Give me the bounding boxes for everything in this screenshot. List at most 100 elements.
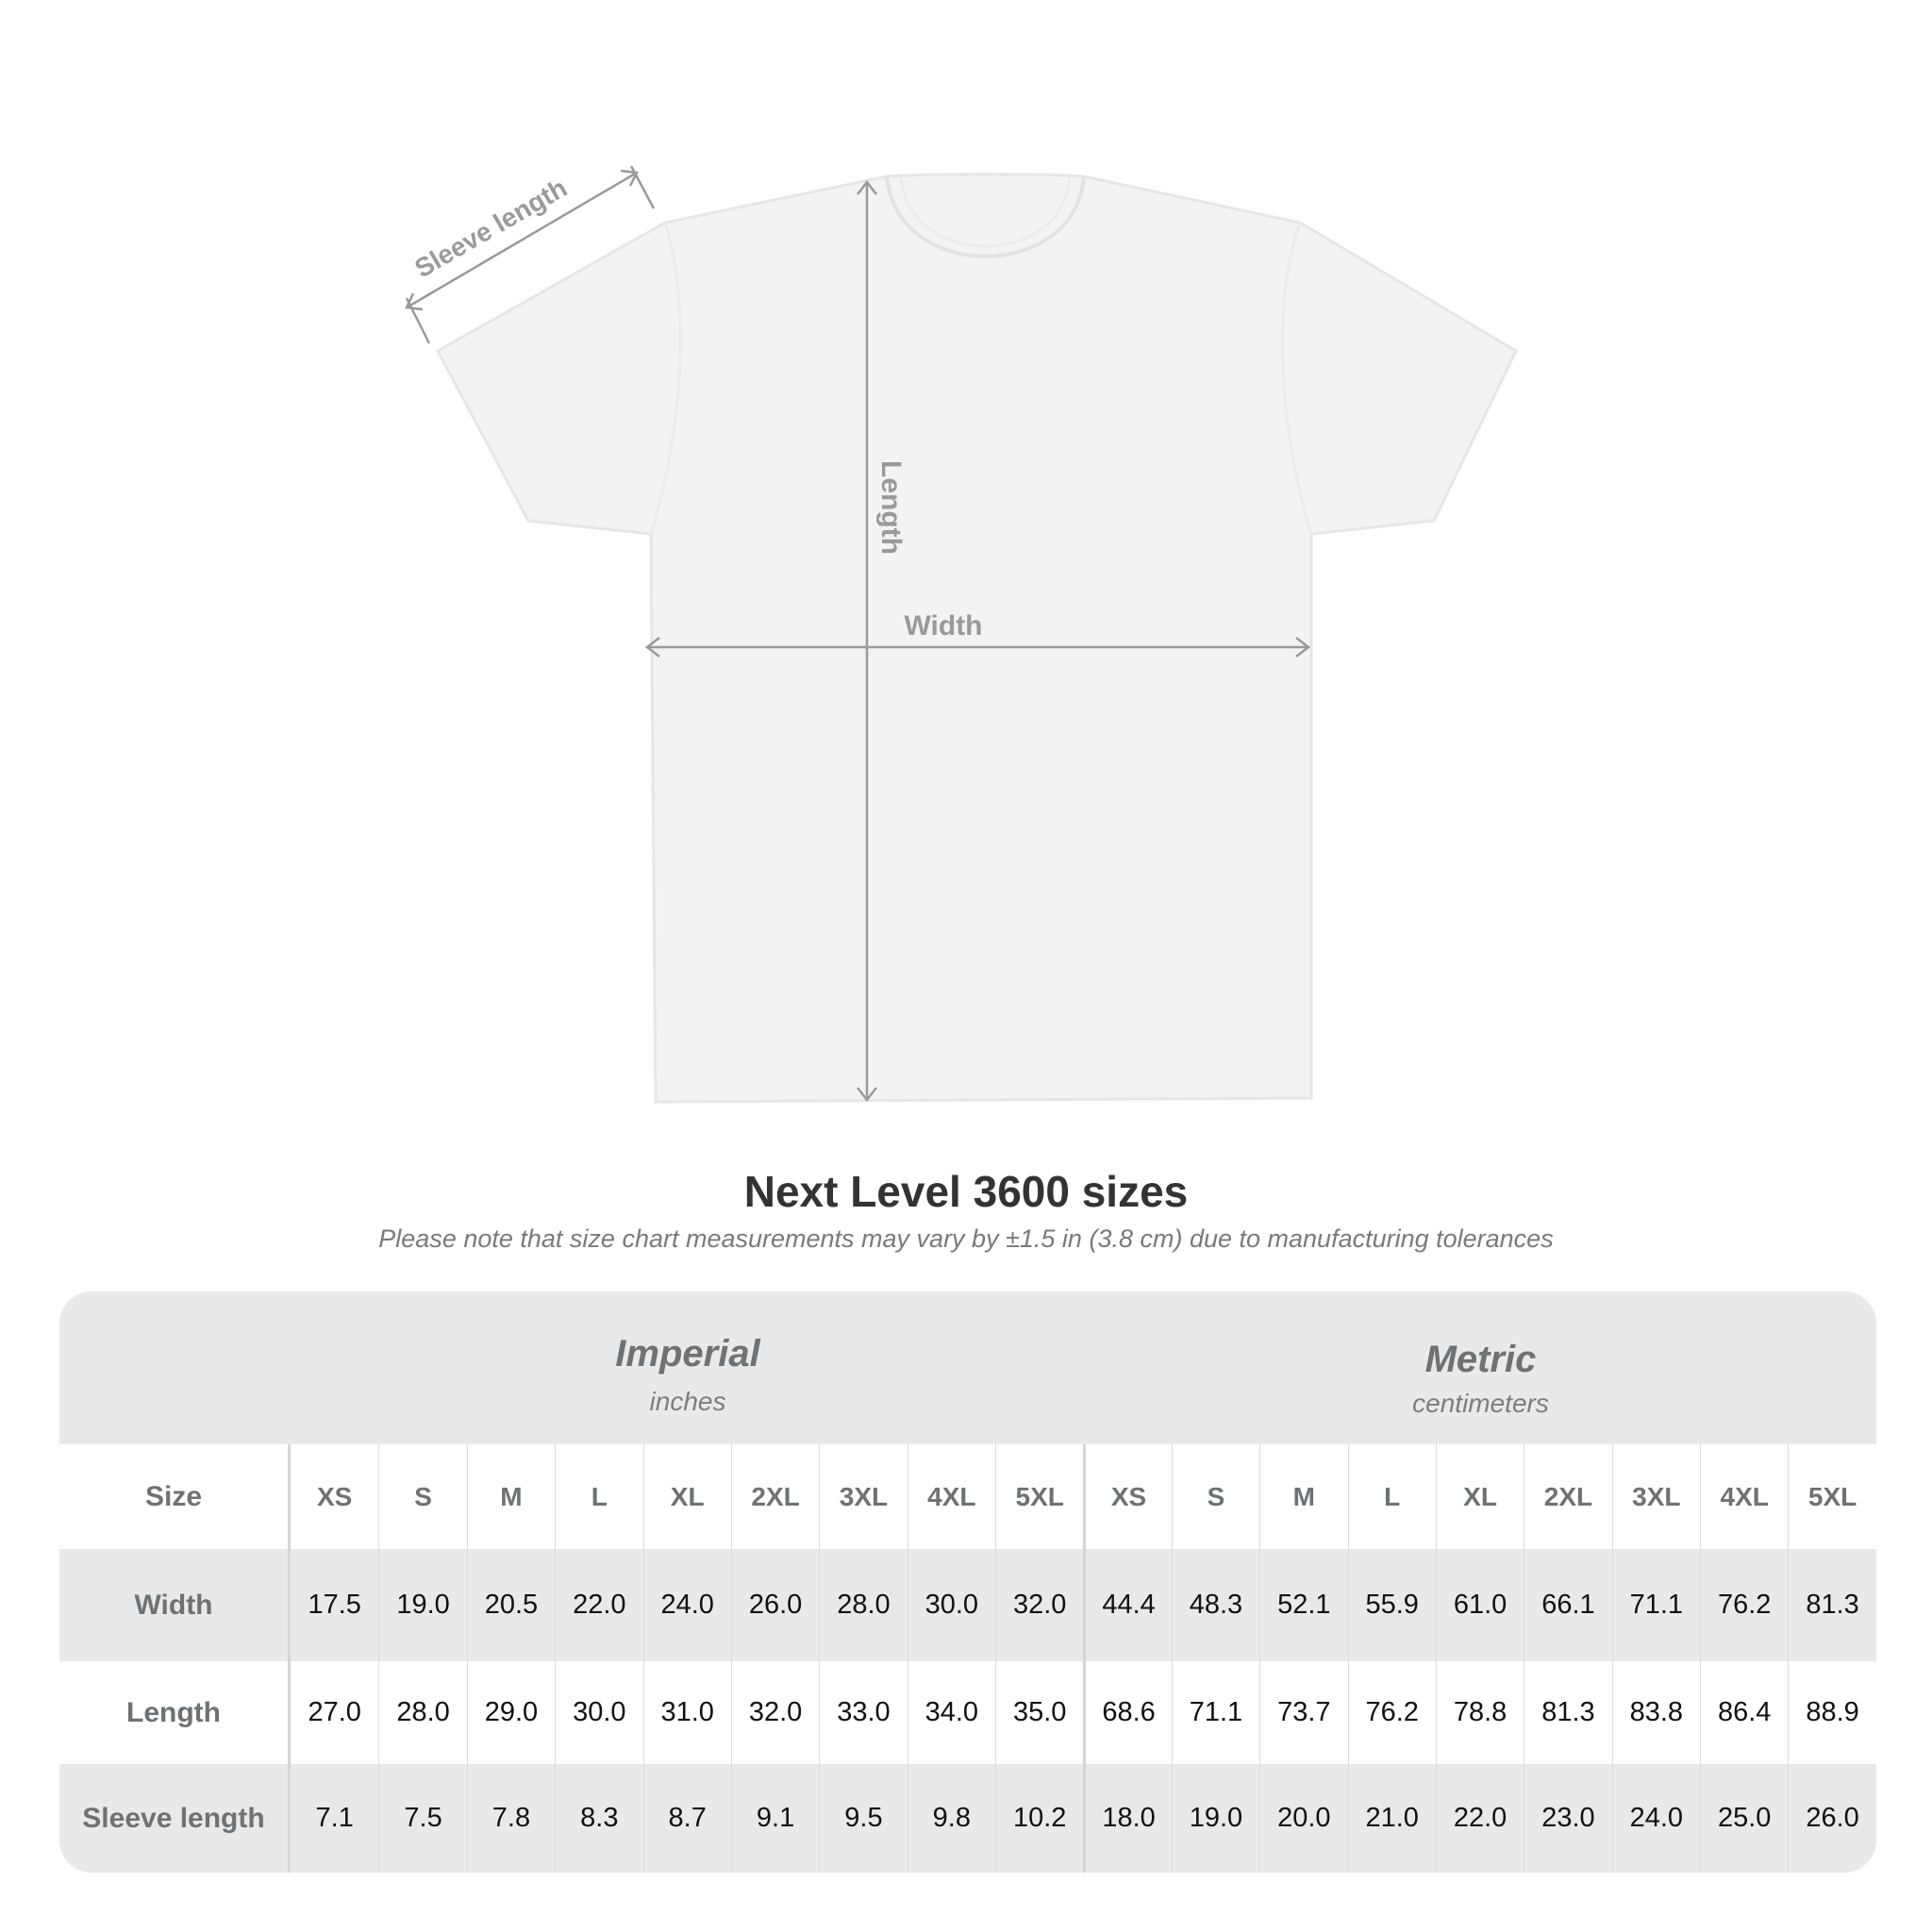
measurement-cell: 20.5 [466,1549,555,1661]
measurement-cell: 23.0 [1524,1764,1611,1873]
measurement-cell: 66.1 [1524,1549,1611,1661]
measurement-cell: 81.3 [1788,1549,1875,1661]
measurement-cell: 52.1 [1259,1549,1347,1661]
row-label: Width [59,1549,291,1661]
measurement-cell: 61.0 [1435,1549,1524,1661]
size-table: Imperial inches Metric centimeters Size X… [59,1291,1876,1873]
measurement-cell: 24.0 [1611,1764,1700,1873]
measurement-cell: 27.0 [308,1697,361,1727]
arrowhead-icon [644,637,660,658]
row-label: Length [59,1661,291,1764]
arrowhead-icon [857,179,877,195]
size-header-cell: 2XL [1524,1444,1611,1549]
size-header-cell: 3XL [1611,1444,1700,1549]
measurement-cell: 78.8 [1435,1661,1524,1764]
measurement-cell: 26.0 [1788,1764,1875,1873]
measurement-cell: 81.3 [1524,1661,1611,1764]
measurement-cell: 7.5 [378,1764,466,1873]
measurement-cell: 19.0 [378,1549,466,1661]
measurement-cell: 44.4 [1083,1549,1171,1661]
measurement-cell: 33.0 [819,1661,907,1764]
sleeve-length-label: Sleeve length [409,173,572,283]
measurement-cell: 34.0 [907,1661,995,1764]
measurement-cell: 48.3 [1171,1549,1259,1661]
measurement-cell: 26.0 [730,1549,819,1661]
measurement-cell: 24.0 [642,1549,731,1661]
length-label: Length [875,460,907,555]
size-header-cell: XS [317,1481,353,1511]
arrowhead-icon [620,169,639,187]
size-header-cell: 3XL [819,1444,907,1549]
metric-unit: centimeters [1412,1389,1549,1418]
table-row: Sleeve length 7.1 7.5 7.8 8.3 8.7 9.1 9.5 9.8 10.… [59,1764,1876,1873]
measurement-cell: 9.8 [907,1764,995,1873]
size-header-cell: 5XL [1788,1444,1875,1549]
arrowhead-icon [1295,637,1311,658]
measurement-cell: 22.0 [555,1549,642,1661]
tolerance-note: Please note that size chart measurements… [378,1224,1554,1253]
measurement-cell: 31.0 [642,1661,731,1764]
size-header-cell: M [1259,1444,1347,1549]
size-header-cell: 5XL [995,1444,1083,1549]
sleeve-measure-line [406,171,638,309]
measurement-cell: 86.4 [1700,1661,1788,1764]
size-header-row: Size XS S M L XL 2XL 3XL 4XL 5XL XS S M L XL 2XL 3XL 4XL 5… [59,1444,1876,1549]
measurement-cell: 7.8 [466,1764,555,1873]
imperial-label: Imperial [615,1333,760,1374]
measurement-cell: 30.0 [907,1549,995,1661]
page-title: Next Level 3600 sizes [743,1167,1189,1216]
imperial-unit: inches [649,1387,726,1416]
arrowhead-icon [857,1087,877,1103]
size-header-cell: XL [642,1444,731,1549]
size-header-cell: S [378,1444,466,1549]
arrowhead-icon [405,292,424,311]
metric-header: Metric centimeters [1085,1291,1876,1491]
size-header-cell: XS [1083,1444,1171,1549]
measurement-cell: 71.1 [1611,1549,1700,1661]
row-label: Size [59,1444,291,1549]
tshirt-illustration [435,173,1518,1104]
measurement-cell: 71.1 [1171,1661,1259,1764]
imperial-header: Imperial inches [291,1291,1085,1486]
measurement-cell: 19.0 [1171,1764,1259,1873]
measurement-cell: 88.9 [1788,1661,1875,1764]
size-header-cell: XL [1435,1444,1524,1549]
size-header-cell: 4XL [1700,1444,1788,1549]
measurement-cell: 22.0 [1435,1764,1524,1873]
measurement-cell: 83.8 [1611,1661,1700,1764]
measurement-cell: 28.0 [378,1661,466,1764]
size-header-cell: M [466,1444,555,1549]
measurement-cell: 8.7 [642,1764,731,1873]
measurement-cell: 29.0 [466,1661,555,1764]
measurement-cell: 9.1 [730,1764,819,1873]
measurement-cell: 8.3 [555,1764,642,1873]
measurement-cell: 20.0 [1259,1764,1347,1873]
measurement-cell: 7.1 [315,1803,354,1833]
measurement-cell: 76.2 [1700,1549,1788,1661]
measurement-cell: 35.0 [995,1661,1083,1764]
size-header-cell: S [1171,1444,1259,1549]
measurement-cell: 9.5 [819,1764,907,1873]
size-header-cell: 2XL [730,1444,819,1549]
size-header-cell: L [555,1444,642,1549]
size-header-cell: 4XL [907,1444,995,1549]
tshirt-diagram: Sleeve length Length Width [405,165,1518,1104]
measurement-cell: 25.0 [1700,1764,1788,1873]
measurement-cell: 68.6 [1083,1661,1171,1764]
metric-label: Metric [1424,1339,1537,1380]
measurement-cell: 32.0 [730,1661,819,1764]
table-row: Length 27.0 28.0 29.0 30.0 31.0 32.0 33.0 34.0 35… [59,1661,1876,1764]
measurement-cell: 32.0 [995,1549,1083,1661]
measurement-cell: 55.9 [1347,1549,1436,1661]
width-label: Width [904,610,982,641]
row-label: Sleeve length [59,1764,291,1873]
measurement-cell: 21.0 [1347,1764,1436,1873]
measurement-cell: 10.2 [995,1764,1083,1873]
measurement-cell: 76.2 [1347,1661,1436,1764]
measurement-cell: 73.7 [1259,1661,1347,1764]
table-row: Width 17.5 19.0 20.5 22.0 24.0 26.0 28.0 30.0 32.… [59,1549,1876,1661]
size-header-cell: L [1347,1444,1436,1549]
measurement-cell: 30.0 [555,1661,642,1764]
measurement-cell: 17.5 [308,1590,361,1620]
measurement-cell: 28.0 [819,1549,907,1661]
